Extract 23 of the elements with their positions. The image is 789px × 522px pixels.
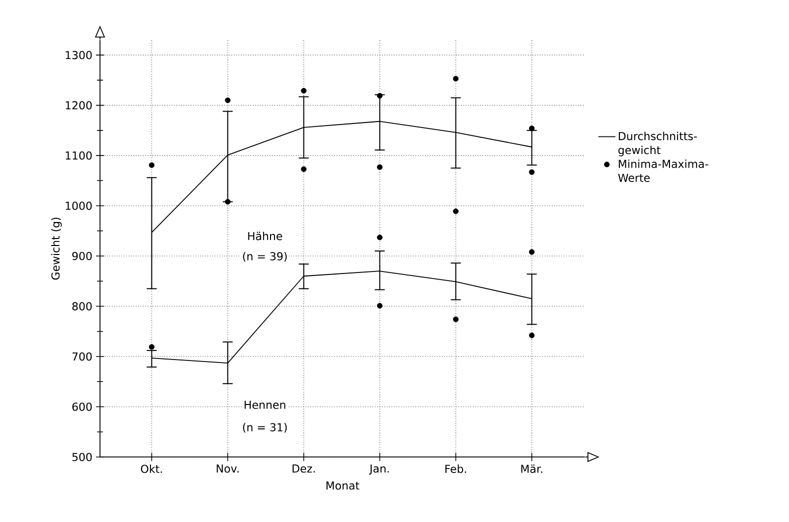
y-tick-label: 1100 <box>66 151 92 160</box>
x-tick-label: Jan. <box>369 464 389 475</box>
annotation: Hähne <box>248 232 282 240</box>
y-tick-label: 500 <box>72 452 92 462</box>
legend-label: Durchschnitts- gewicht <box>618 132 697 156</box>
x-tick-label: Feb. <box>445 464 466 473</box>
annotation: (n = 31) <box>243 422 287 433</box>
y-axis-title: Gewicht (g) <box>51 218 62 280</box>
y-tick-label: 900 <box>72 252 92 260</box>
x-tick-label: Mär. <box>521 464 542 473</box>
y-tick-label: 700 <box>72 352 92 361</box>
annotation: (n = 39) <box>243 252 287 262</box>
x-tick-label: Nov. <box>216 464 239 473</box>
x-tick-label: Okt. <box>140 464 162 473</box>
y-tick-label: 1000 <box>66 202 92 210</box>
y-tick-label: 800 <box>72 302 92 310</box>
y-tick-label: 600 <box>72 402 92 411</box>
x-axis-title: Monat <box>326 482 360 490</box>
annotation: Hennen <box>244 400 286 409</box>
y-tick-label: 1200 <box>66 101 92 110</box>
legend-label: Minima-Maxima- Werte <box>618 160 708 182</box>
y-tick-label: 1300 <box>66 50 92 60</box>
x-tick-label: Dez. <box>292 464 315 473</box>
